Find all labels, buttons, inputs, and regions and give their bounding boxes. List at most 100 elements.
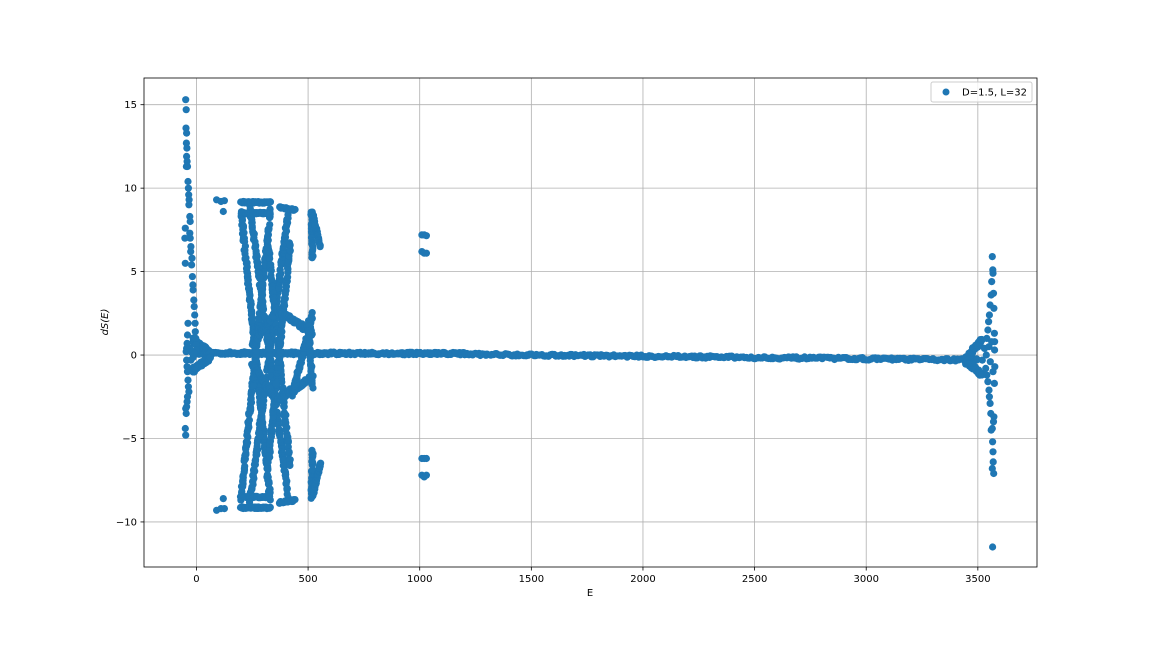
- data-point: [264, 236, 272, 244]
- data-point: [183, 368, 192, 376]
- data-point: [256, 274, 264, 282]
- data-point: [978, 356, 986, 364]
- data-point: [988, 253, 996, 261]
- y-tick-label: −10: [116, 517, 137, 528]
- data-point: [181, 234, 189, 242]
- data-point: [989, 448, 997, 456]
- data-point: [182, 431, 190, 439]
- y-tick-label: 0: [131, 351, 137, 362]
- data-point: [219, 207, 227, 216]
- x-tick-label: 1500: [519, 574, 544, 585]
- data-point: [191, 319, 199, 327]
- x-tick-label: 500: [299, 574, 318, 585]
- data-point: [266, 503, 274, 511]
- data-point: [251, 467, 259, 475]
- data-point: [282, 227, 291, 235]
- data-point: [984, 326, 992, 334]
- data-point: [189, 286, 197, 294]
- data-point: [308, 446, 316, 454]
- data-point: [308, 254, 316, 262]
- data-point: [189, 281, 197, 289]
- data-point: [219, 495, 227, 503]
- data-point: [986, 399, 994, 407]
- data-point: [989, 289, 998, 297]
- data-point: [241, 246, 249, 254]
- data-point: [186, 217, 194, 226]
- data-point: [186, 234, 194, 242]
- data-point: [276, 348, 284, 356]
- data-point: [188, 273, 196, 281]
- data-point: [422, 232, 430, 240]
- data-point: [183, 144, 191, 152]
- data-point: [986, 358, 994, 366]
- data-point: [183, 129, 191, 137]
- data-point: [983, 371, 991, 379]
- data-point: [190, 303, 198, 311]
- y-tick-label: 5: [131, 267, 137, 278]
- data-point: [286, 241, 294, 249]
- data-point: [990, 329, 999, 337]
- legend: D=1.5, L=32: [930, 81, 1033, 103]
- plot-frame: [143, 77, 1038, 568]
- data-point: [239, 222, 248, 230]
- data-point: [245, 416, 253, 424]
- x-tick-label: 2000: [630, 574, 655, 585]
- legend-marker: [942, 88, 950, 96]
- data-point: [286, 461, 294, 469]
- data-point: [248, 317, 256, 325]
- data-point: [286, 246, 294, 255]
- data-point: [286, 456, 294, 464]
- data-point: [427, 349, 435, 357]
- data-point: [189, 353, 197, 362]
- data-point: [247, 394, 255, 402]
- data-point: [982, 364, 990, 372]
- data-points: [181, 96, 999, 551]
- data-point: [308, 309, 316, 317]
- data-point: [182, 106, 190, 114]
- data-point: [182, 404, 190, 413]
- data-point: [191, 328, 199, 336]
- axis-ticks: 0 500 1000 1500 2000 2500 3000 3500 −10 −5 0 5 10 15: [116, 100, 991, 585]
- data-point: [181, 259, 189, 267]
- data-point: [278, 318, 286, 326]
- data-point: [244, 439, 252, 447]
- x-tick-label: 2500: [742, 574, 767, 585]
- data-point: [249, 381, 258, 389]
- data-point: [184, 376, 192, 384]
- data-point: [265, 479, 273, 487]
- data-point: [422, 454, 430, 463]
- data-point: [182, 96, 190, 104]
- data-point: [220, 505, 228, 513]
- legend-box: [930, 81, 1033, 103]
- data-point: [991, 346, 999, 354]
- data-point: [184, 184, 192, 192]
- data-point: [988, 278, 996, 286]
- data-point: [184, 319, 192, 327]
- data-point: [316, 241, 324, 249]
- data-point: [285, 448, 293, 456]
- data-point: [422, 249, 430, 257]
- data-point: [990, 469, 998, 478]
- data-point: [984, 378, 992, 386]
- data-point: [272, 380, 280, 388]
- x-tick-label: 3500: [965, 574, 990, 585]
- y-axis-label: dS(E): [100, 309, 111, 336]
- data-point: [985, 311, 994, 319]
- data-point: [266, 210, 274, 218]
- data-point: [265, 492, 274, 500]
- data-point: [988, 424, 996, 433]
- data-point: [183, 331, 192, 339]
- y-tick-label: 10: [124, 184, 137, 195]
- data-point: [982, 351, 990, 359]
- data-point: [181, 224, 189, 232]
- data-point: [988, 338, 996, 346]
- data-point: [183, 162, 192, 171]
- data-point: [422, 471, 430, 479]
- data-point: [985, 393, 994, 401]
- data-point: [206, 354, 214, 362]
- y-tick-label: −5: [122, 434, 137, 445]
- data-point: [259, 304, 267, 313]
- data-point: [276, 271, 284, 279]
- data-point: [990, 379, 999, 387]
